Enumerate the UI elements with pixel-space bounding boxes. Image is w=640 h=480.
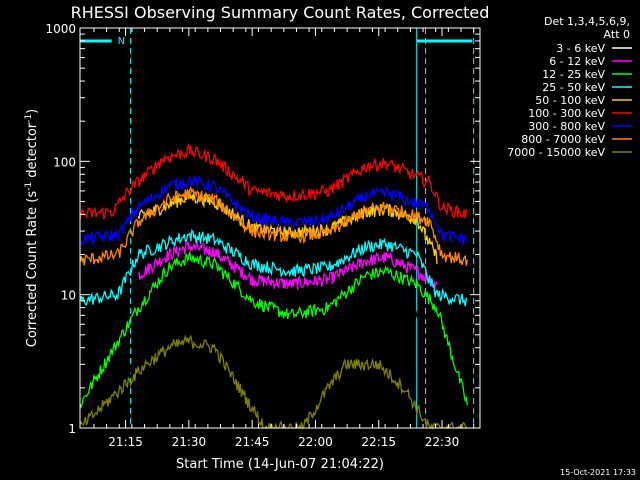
series-layer [79, 142, 468, 431]
observing-flags: N [79, 28, 475, 428]
legend-label: 7000 - 15000 keV [507, 146, 605, 159]
y-tick-label: 10 [61, 289, 76, 303]
legend-label: 6 - 12 keV [549, 55, 605, 68]
y-axis-title-main: Corrected Count Rate (s [25, 191, 40, 348]
y-axis: 1 10 100 1000 [45, 22, 480, 436]
series-line-0 [79, 272, 468, 391]
legend-label: 100 - 300 keV [528, 107, 605, 120]
legend-label: 50 - 100 keV [535, 94, 605, 107]
y-tick-label: 1 [68, 422, 76, 436]
y-tick-label: 1000 [45, 22, 76, 36]
x-tick-label: 22:00 [298, 435, 333, 449]
x-tick-label: 21:30 [172, 435, 207, 449]
series-line-3 [79, 228, 468, 307]
y-axis-title-mid: detector [25, 122, 40, 182]
y-axis-title: Corrected Count Rate (s-1 detector-1) [24, 109, 40, 347]
night-flag-label: N [118, 36, 125, 47]
x-tick-label: 21:45 [235, 435, 270, 449]
x-axis: 21:15 21:30 21:45 22:00 22:15 22:30 [93, 28, 475, 449]
y-axis-title-sup1: -1 [24, 182, 34, 191]
series-line-5 [79, 142, 468, 221]
legend-label: 12 - 25 keV [542, 68, 605, 81]
legend-label: 25 - 50 keV [542, 81, 605, 94]
chart-title: RHESSI Observing Summary Count Rates, Co… [71, 3, 490, 22]
y-axis-title-end: ) [25, 109, 40, 114]
legend-header-2: Att 0 [604, 28, 630, 41]
series-line-1 [137, 239, 438, 290]
series-line-2 [79, 251, 468, 409]
x-tick-label: 21:15 [108, 435, 143, 449]
legend-header-1: Det 1,3,4,5,6,9, [544, 15, 630, 28]
legend-label: 800 - 7000 keV [521, 133, 605, 146]
y-tick-label: 100 [53, 155, 76, 169]
series-line-7 [79, 185, 468, 266]
x-tick-label: 22:30 [425, 435, 460, 449]
legend-label: 300 - 800 keV [528, 120, 605, 133]
series-line-6 [79, 175, 468, 247]
y-axis-title-sup2: -1 [24, 114, 34, 123]
footer-timestamp: 15-Oct-2021 17:33 [560, 468, 636, 477]
series-line-4 [137, 190, 438, 265]
x-axis-title: Start Time (14-Jun-07 21:04:22) [176, 457, 384, 472]
legend-label: 3 - 6 keV [556, 42, 605, 55]
x-tick-label: 22:15 [361, 435, 396, 449]
plot-frame [79, 27, 481, 429]
